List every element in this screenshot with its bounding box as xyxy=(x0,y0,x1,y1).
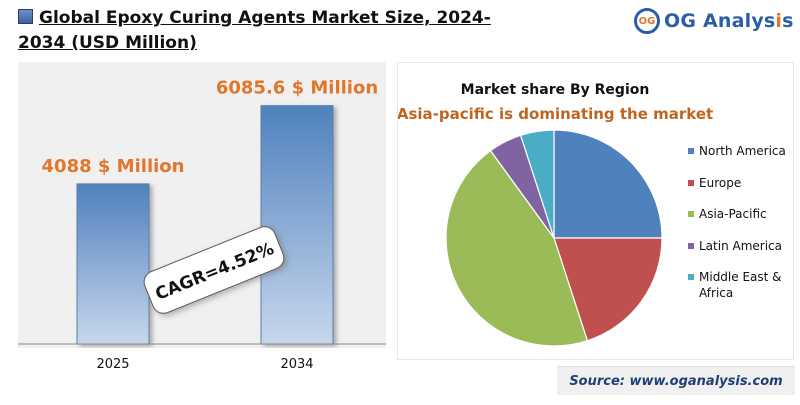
og-logo-icon: OG xyxy=(634,8,660,34)
bar-2025 xyxy=(76,183,150,345)
chart-title: Global Epoxy Curing Agents Market Size, … xyxy=(18,6,538,56)
logo-text-main: OG Analys xyxy=(664,10,776,32)
pie-slice-north-america xyxy=(553,129,663,239)
pie-title: Market share By Region xyxy=(461,82,650,98)
title-bullet-icon xyxy=(18,9,33,24)
pie-slice-middle-east-africa xyxy=(519,129,555,239)
logo-text-end: s xyxy=(782,10,794,32)
legend-swatch xyxy=(688,180,694,186)
legend-swatch xyxy=(688,274,694,280)
x-tick-label: 2034 xyxy=(280,357,314,372)
legend-label: North America xyxy=(699,144,786,158)
bar-chart-panel: 4088 $ Million 6085.6 $ Million CAGR=4.52% xyxy=(18,62,386,348)
legend-label: Latin America xyxy=(699,239,782,253)
pie-chart: Market share By Region Asia-pacific is do… xyxy=(397,82,786,347)
logo-text-accent: i xyxy=(775,10,783,32)
title-text: Global Epoxy Curing Agents Market Size, … xyxy=(18,8,491,53)
bar-value-label: 6085.6 $ Million xyxy=(216,78,378,99)
logo-wordmark: OG Analysis xyxy=(664,10,794,32)
legend-label: Asia-Pacific xyxy=(699,207,767,221)
legend-swatch xyxy=(688,243,694,249)
legend-label: Middle East & Africa xyxy=(699,270,782,300)
source-note: Source: www.oganalysis.com xyxy=(557,366,795,395)
pie-subtitle: Asia-pacific is dominating the market xyxy=(398,105,713,123)
legend-label: Europe xyxy=(699,176,741,190)
legend-swatch xyxy=(688,211,694,217)
pie-slice-europe xyxy=(553,237,663,342)
bar-2034 xyxy=(260,105,334,345)
og-analysis-logo: OG OG Analysis xyxy=(634,8,794,34)
pie-slice-asia-pacific xyxy=(445,149,589,347)
legend-swatch xyxy=(688,148,694,154)
x-tick-label: 2025 xyxy=(96,357,130,372)
bar-value-label: 4088 $ Million xyxy=(42,156,185,177)
pie-chart-panel: Market share By Region Asia-pacific is do… xyxy=(397,62,794,360)
